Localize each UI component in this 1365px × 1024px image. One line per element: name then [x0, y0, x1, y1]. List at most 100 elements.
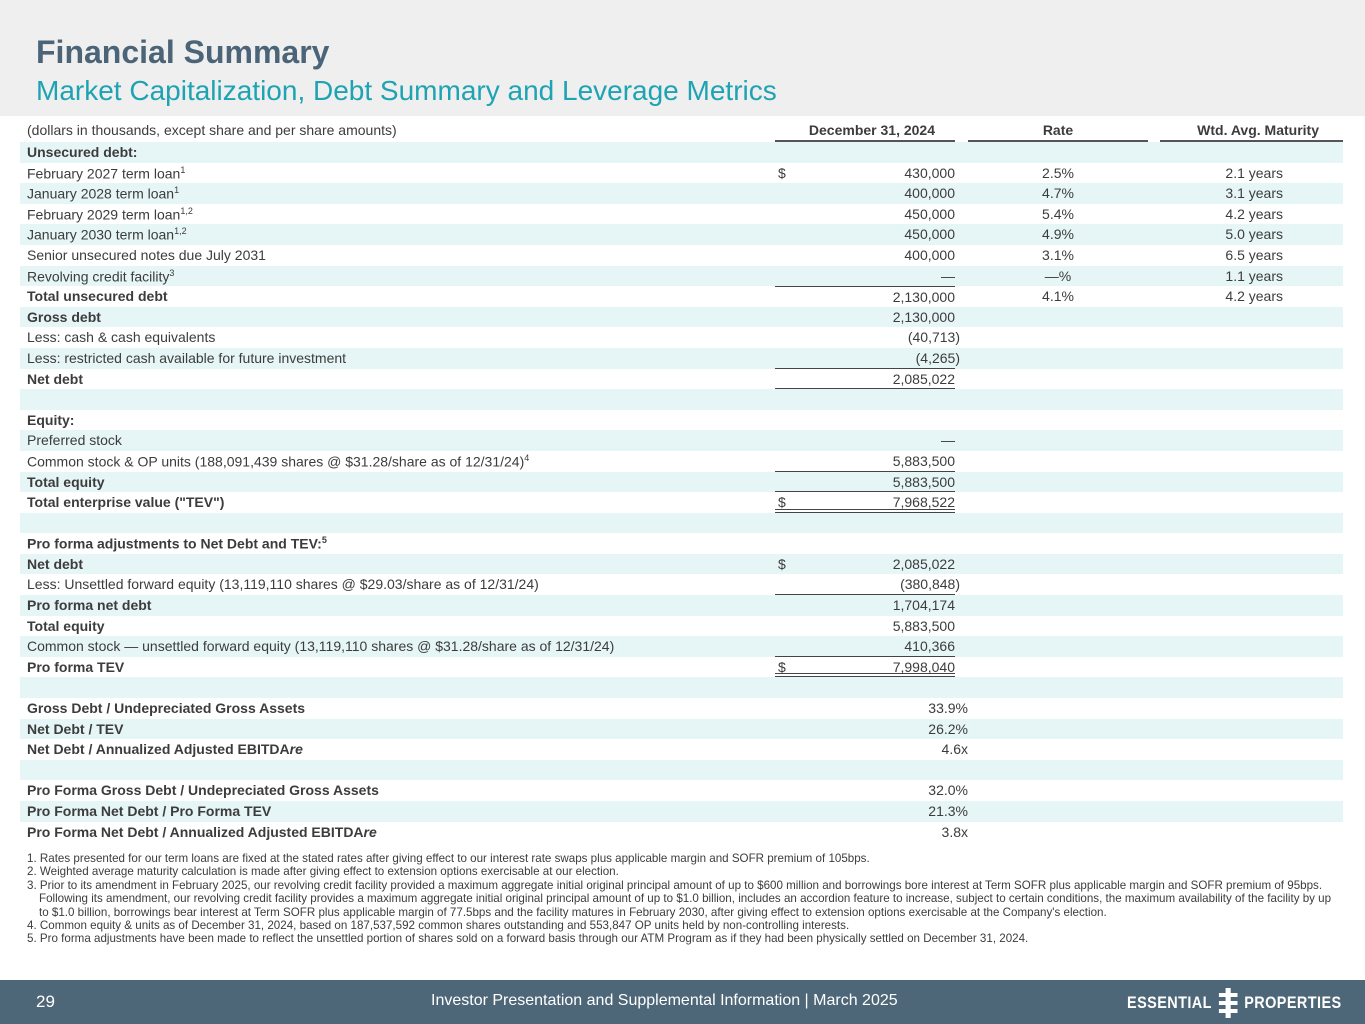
footnote-ref: 1,2 [180, 205, 193, 216]
table-row: Pro Forma Net Debt / Annualized Adjusted… [20, 822, 1343, 843]
row-label-text: Pro Forma Net Debt / Pro Forma TEV [27, 803, 272, 819]
row-label: Pro Forma Net Debt / Annualized Adjusted… [27, 824, 377, 840]
amount-value: (40,713) [907, 329, 960, 346]
row-label-text: February 2027 term loan [27, 165, 181, 182]
row-label-text: Common stock — unsettled forward equity … [27, 638, 615, 655]
rate-value: 4.1% [1042, 288, 1074, 305]
amount-cell: 450,000 [775, 204, 955, 225]
amount-cell: 2,130,000 [775, 307, 955, 328]
row-label: January 2030 term loan1,2 [27, 226, 187, 243]
table-row: Total equity 5,883,500 [20, 471, 1343, 493]
row-label: Total unsecured debt [27, 288, 168, 304]
amount-value: 7,968,522 [892, 494, 955, 511]
footer-text: Investor Presentation and Supplemental I… [431, 992, 898, 1009]
logo-text-right: PROPERTIES [1244, 993, 1342, 1012]
row-label: Pro forma net debt [27, 597, 151, 613]
units-note: (dollars in thousands, except share and … [27, 122, 397, 138]
row-label: Total equity [27, 618, 105, 634]
dollar-sign: $ [778, 494, 786, 511]
column-header-rate: Rate [968, 122, 1148, 142]
amount-value: 2,130,000 [892, 308, 955, 325]
amount-value: — [941, 432, 955, 449]
table-row: Common stock & OP units (188,091,439 sha… [20, 451, 1343, 472]
page-subtitle: Market Capitalization, Debt Summary and … [36, 75, 777, 106]
rate-value: —% [1044, 267, 1072, 284]
row-label-text: Pro forma adjustments to Net Debt and TE… [27, 535, 322, 552]
table-row: January 2028 term loan1 400,000 4.7% 3.1 ye… [20, 183, 1343, 204]
company-logo: ESSENTIAL PROPERTIES [1127, 988, 1342, 1018]
amount-cell: 5,883,500 [775, 451, 955, 472]
table-row: Less: Unsettled forward equity (13,119,1… [20, 574, 1343, 596]
footnote-ref: 5 [321, 535, 327, 546]
row-label: January 2028 term loan1 [27, 185, 179, 202]
amount-value: 430,000 [904, 164, 955, 181]
table-row: Pro forma adjustments to Net Debt and TE… [20, 533, 1343, 554]
table-row: Total enterprise value ("TEV") $7,968,522 [20, 492, 1343, 513]
amount-cell: 21.3% [775, 801, 968, 822]
financial-table: Unsecured debt: February 2027 term loan1 $… [20, 142, 1343, 842]
row-label: Less: cash & cash equivalents [27, 329, 215, 345]
footnote-ref: 4 [524, 452, 530, 463]
dollar-sign: $ [778, 658, 786, 675]
row-label: Common stock — unsettled forward equity … [27, 638, 614, 654]
row-label: Net Debt / Annualized Adjusted EBITDAre [27, 741, 303, 757]
amount-value: 2,085,022 [892, 555, 955, 572]
ratio-value: 4.6x [941, 741, 968, 758]
table-row: February 2029 term loan1,2 450,000 5.4% 4.2… [20, 204, 1343, 225]
maturity-value: 2.1 years [1225, 164, 1283, 181]
amount-cell: $7,998,040 [775, 657, 955, 678]
row-label: Senior unsecured notes due July 2031 [27, 247, 266, 263]
table-row: January 2030 term loan1,2 450,000 4.9% 5.0 … [20, 224, 1343, 245]
amount-value: (4,265) [915, 349, 960, 366]
row-label-text: Pro forma TEV [27, 658, 125, 675]
amount-value: 450,000 [904, 226, 955, 243]
table-row [20, 677, 1343, 699]
row-label-text: Preferred stock [27, 432, 122, 449]
table-row: Gross debt 2,130,000 [20, 306, 1343, 328]
amount-cell: 2,085,022 [775, 369, 955, 390]
amount-cell: 410,366 [775, 636, 955, 657]
row-label-text: Total enterprise value ("TEV") [27, 494, 225, 511]
amount-cell: 400,000 [775, 183, 955, 204]
table-header: (dollars in thousands, except share and … [20, 118, 1343, 162]
row-label: February 2029 term loan1,2 [27, 206, 193, 223]
table-row [20, 389, 1343, 410]
table-row: Net Debt / Annualized Adjusted EBITDAre 4… [20, 739, 1343, 760]
amount-cell: $430,000 [775, 163, 955, 184]
amount-value: — [941, 267, 955, 284]
row-label-text: Total unsecured debt [27, 288, 168, 305]
row-label-text: Less: restricted cash available for futu… [27, 349, 347, 366]
table-row: Total equity 5,883,500 [20, 616, 1343, 637]
amount-value: 400,000 [904, 246, 955, 263]
amount-cell: 2,130,000 [775, 286, 955, 307]
amount-cell: (40,713) [775, 327, 960, 348]
amount-cell: — [775, 430, 955, 451]
logo-text-left: ESSENTIAL [1127, 993, 1212, 1012]
row-label-text: Net Debt / TEV [27, 720, 124, 737]
dollar-sign: $ [778, 164, 786, 181]
amount-cell: 33.9% [775, 698, 968, 719]
row-label: Total equity [27, 474, 105, 490]
amount-cell: (4,265) [775, 348, 960, 369]
row-label: Equity: [27, 412, 74, 428]
row-label: Common stock & OP units (188,091,439 sha… [27, 453, 529, 470]
amount-cell: 5,883,500 [775, 616, 955, 637]
table-row: Senior unsecured notes due July 2031 400,… [20, 245, 1343, 266]
table-row: Pro forma net debt 1,704,174 [20, 595, 1343, 616]
ratio-value: 21.3% [928, 803, 968, 819]
row-label-text: Common stock & OP units (188,091,439 sha… [27, 453, 525, 470]
footer: 29 Investor Presentation and Supplementa… [0, 980, 1365, 1024]
amount-cell: $7,968,522 [775, 492, 955, 513]
rate-value: 4.7% [1042, 185, 1074, 202]
amount-cell: (380,848) [775, 574, 960, 596]
table-row: Preferred stock — [20, 430, 1343, 451]
row-label: Net debt [27, 556, 83, 572]
row-label: Revolving credit facility3 [27, 268, 174, 285]
row-label-text: Unsecured debt: [27, 144, 138, 160]
table-row: Common stock — unsettled forward equity … [20, 636, 1343, 657]
footnote: 2. Weighted average maturity calculation… [27, 865, 619, 879]
table-row: Less: cash & cash equivalents (40,713) [20, 327, 1343, 348]
amount-value: 2,085,022 [892, 370, 955, 387]
row-label-text: Pro forma net debt [27, 597, 152, 614]
table-row: Net debt 2,085,022 [20, 369, 1343, 390]
